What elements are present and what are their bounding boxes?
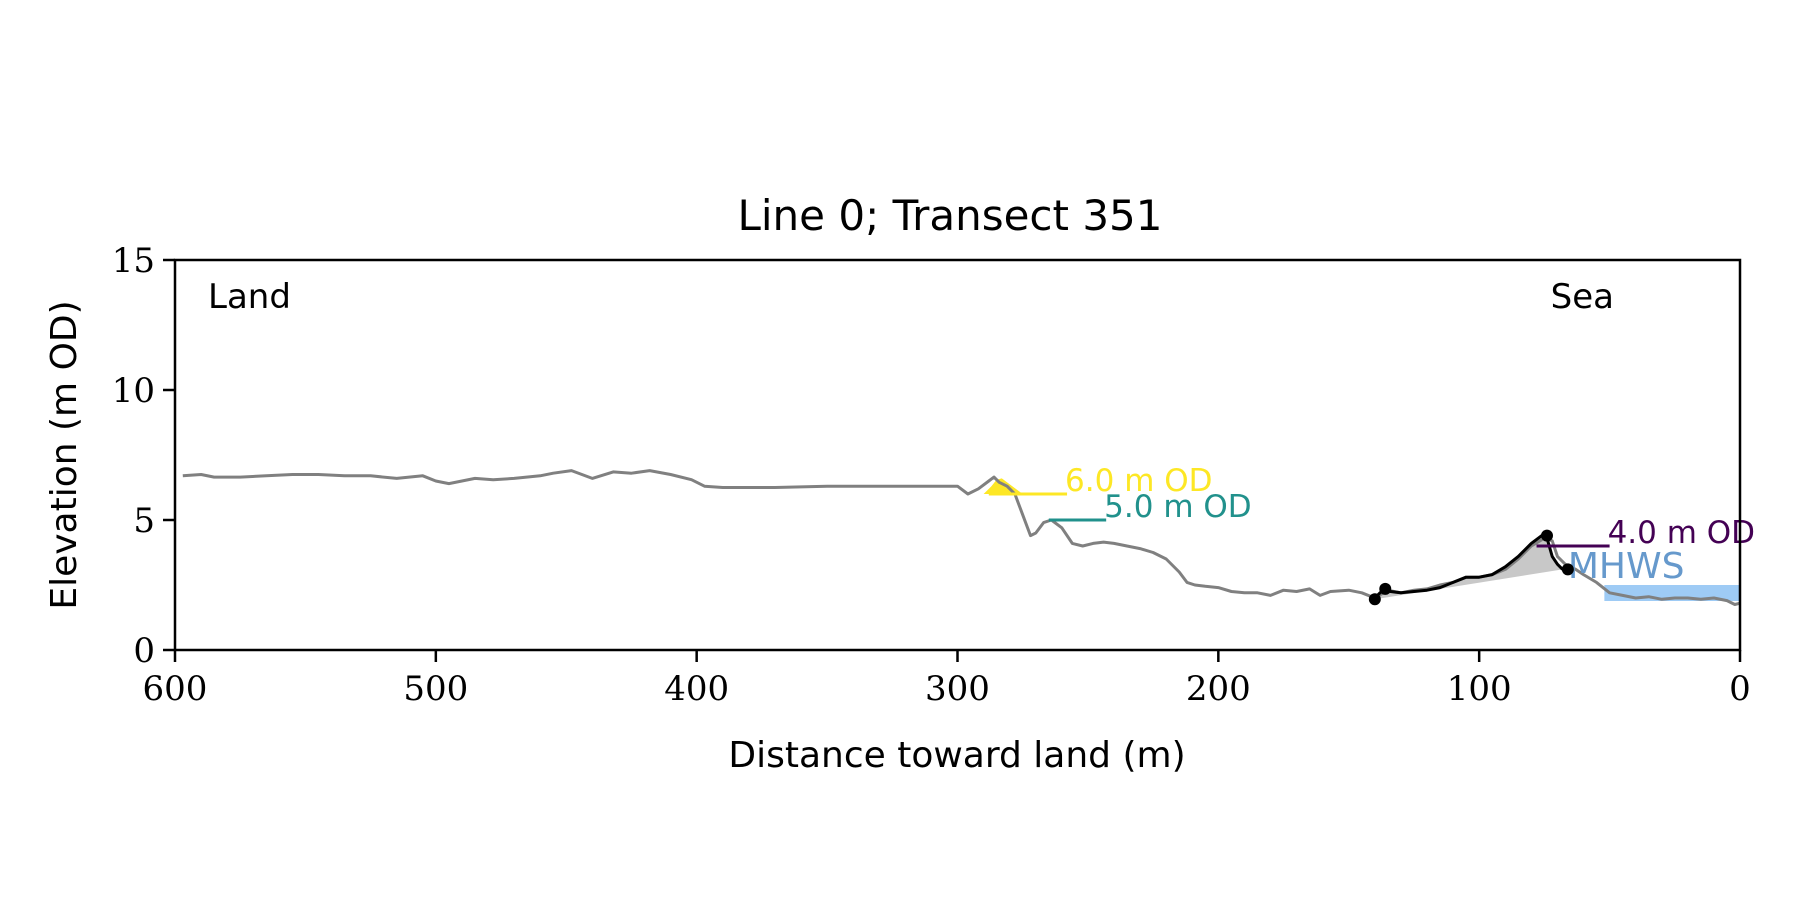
x-tick-label-4: 200 xyxy=(1186,669,1251,709)
x-tick-label-2: 400 xyxy=(664,669,729,709)
axes-frame xyxy=(173,258,1742,652)
profile-line xyxy=(182,469,1741,606)
level-label-1: 5.0 m OD xyxy=(1104,489,1251,525)
dune-point-1 xyxy=(1379,582,1392,595)
corner-label-land: Land xyxy=(208,277,291,317)
dune-point-2 xyxy=(1540,529,1553,542)
mhws-label: MHWS xyxy=(1568,546,1685,587)
chart-title: Line 0; Transect 351 xyxy=(737,191,1162,240)
y-tick-label-3: 15 xyxy=(112,241,155,281)
x-axis-label: Distance toward land (m) xyxy=(728,735,1185,776)
x-tick-label-1: 500 xyxy=(403,669,468,709)
x-tick-label-3: 300 xyxy=(925,669,990,709)
x-tick-label-0: 600 xyxy=(143,669,208,709)
dune-point-3 xyxy=(1561,563,1574,576)
y-tick-label-1: 5 xyxy=(133,501,155,541)
y-tick-label-2: 10 xyxy=(112,371,155,411)
x-tick-label-5: 100 xyxy=(1447,669,1512,709)
corner-label-sea: Sea xyxy=(1551,277,1614,317)
axis-ticks: 600 500 400 300 200 100 0 0 5 10 15 xyxy=(112,241,1751,709)
level-label-0: 6.0 m OD xyxy=(1065,463,1212,499)
y-tick-label-0: 0 xyxy=(133,631,155,671)
level-label-2: 4.0 m OD xyxy=(1608,515,1755,551)
dune-point-0 xyxy=(1368,593,1381,606)
x-tick-label-6: 0 xyxy=(1729,669,1751,709)
y-axis-label: Elevation (m OD) xyxy=(44,300,85,609)
